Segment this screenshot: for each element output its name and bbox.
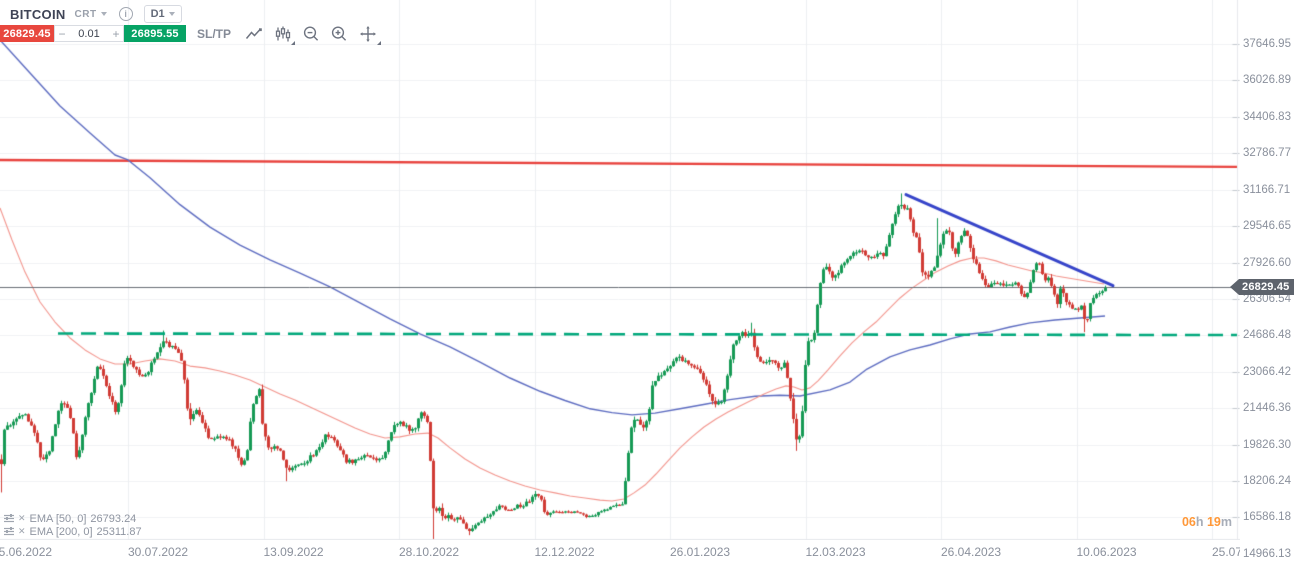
- candlestick-style-icon[interactable]: [274, 25, 296, 45]
- price-axis-label: 19826.30: [1243, 438, 1291, 451]
- price-axis-label: 34406.83: [1243, 110, 1291, 123]
- price-axis-label: 21446.36: [1243, 402, 1291, 415]
- price-axis-label: 31166.71: [1243, 183, 1291, 196]
- indicator-value: 25311.87: [96, 525, 142, 538]
- countdown-hours-unit: h: [1195, 515, 1207, 529]
- date-axis-label: 13.09.2022: [263, 545, 324, 559]
- sltp-button[interactable]: SL/TP: [197, 26, 232, 41]
- sell-button[interactable]: 26829.45: [0, 25, 54, 42]
- date-axis-label: 25.07.2023: [1212, 545, 1240, 559]
- date-axis-label: 15.06.2022: [0, 545, 53, 559]
- date-axis-label: 10.06.2023: [1076, 545, 1137, 559]
- timeframe-value: D1: [150, 8, 165, 20]
- chart-tools: [244, 25, 382, 45]
- countdown-hours: 06: [1181, 515, 1196, 529]
- timeframe-dropdown[interactable]: D1: [143, 5, 182, 23]
- zoom-in-icon[interactable]: [330, 25, 348, 43]
- info-icon[interactable]: i: [118, 7, 133, 21]
- volume-stepper: − 0.01 +: [54, 25, 124, 42]
- date-axis-label: 26.01.2023: [670, 545, 731, 559]
- date-axis[interactable]: 15.06.2022 30.07.2022 13.09.2022 28.10.2022…: [0, 540, 1240, 567]
- submenu-corner-icon: [377, 40, 382, 45]
- legend-row-ema50: ✕ EMA [50, 0] 26793.24: [4, 512, 142, 525]
- current-price-tag: 26829.45: [1230, 279, 1295, 295]
- zoom-out-icon[interactable]: [302, 25, 320, 43]
- price-axis-label: 36026.89: [1243, 74, 1291, 87]
- date-axis-label: 12.12.2022: [534, 545, 595, 559]
- date-axis-label: 26.04.2023: [941, 545, 1002, 559]
- date-axis-label: 28.10.2022: [399, 545, 460, 559]
- volume-decrease-button[interactable]: −: [58, 26, 66, 41]
- move-pan-icon[interactable]: [358, 25, 382, 45]
- price-axis-label: 23066.42: [1243, 365, 1291, 378]
- indicator-legend: ✕ EMA [50, 0] 26793.24 ✕ EMA [200, 0] 25…: [4, 512, 142, 538]
- price-axis-label: 16586.18: [1243, 511, 1291, 524]
- order-toolbar: 26829.45 − 0.01 + 26895.55 SL/TP: [0, 25, 382, 45]
- date-axis-label: 30.07.2022: [128, 545, 189, 559]
- chevron-down-icon: [168, 12, 175, 16]
- price-axis-label: 14966.13: [1243, 547, 1291, 560]
- indicator-value: 26793.24: [90, 512, 137, 525]
- price-axis-label: 29546.65: [1243, 220, 1291, 233]
- sliders-icon[interactable]: [4, 527, 14, 536]
- date-axis-label: 12.03.2023: [805, 545, 866, 559]
- price-axis-label: 37646.95: [1243, 38, 1291, 50]
- candle-countdown: 06h 19m: [1182, 515, 1232, 529]
- close-icon[interactable]: ✕: [18, 526, 26, 536]
- price-axis-label: 18206.24: [1243, 475, 1291, 488]
- chevron-down-icon[interactable]: [100, 12, 107, 16]
- price-axis-label: 26306.54: [1243, 292, 1291, 305]
- legend-row-ema200: ✕ EMA [200, 0] 25311.87: [4, 525, 142, 538]
- chart-header: BITCOIN CRT i D1: [10, 5, 182, 23]
- volume-increase-button[interactable]: +: [112, 26, 120, 41]
- indicator-label: EMA [200, 0]: [29, 525, 93, 538]
- chart-canvas[interactable]: [0, 0, 1240, 540]
- submenu-corner-icon: [291, 40, 296, 45]
- volume-value[interactable]: 0.01: [78, 27, 100, 40]
- countdown-minutes: 19: [1206, 515, 1221, 529]
- indicator-label: EMA [50, 0]: [29, 512, 87, 525]
- buy-button[interactable]: 26895.55: [124, 25, 186, 42]
- trend-line-icon[interactable]: [244, 25, 264, 43]
- price-axis[interactable]: 37646.95 36026.89 34406.83 32786.77 31166.71…: [1240, 0, 1303, 567]
- close-icon[interactable]: ✕: [18, 513, 26, 523]
- countdown-minutes-unit: m: [1220, 515, 1232, 529]
- chart-mode-label[interactable]: CRT: [74, 8, 97, 20]
- price-axis-label: 32786.77: [1243, 147, 1291, 160]
- sliders-icon[interactable]: [4, 514, 14, 523]
- price-axis-label: 27926.60: [1243, 256, 1291, 269]
- symbol-name: BITCOIN: [10, 6, 66, 22]
- price-axis-label: 24686.48: [1243, 329, 1291, 342]
